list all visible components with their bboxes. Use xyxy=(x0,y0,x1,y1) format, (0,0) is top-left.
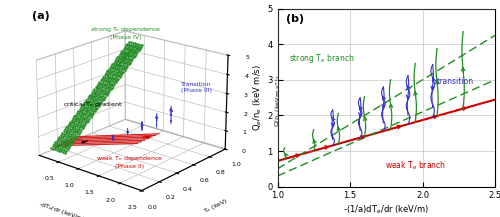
X-axis label: -dT$_e$/dr (keV/m): -dT$_e$/dr (keV/m) xyxy=(38,199,88,217)
Y-axis label: Q$_e$/n$_e$ (keV m/s): Q$_e$/n$_e$ (keV m/s) xyxy=(252,64,264,131)
X-axis label: -(1/a)dT$_e$/dr (keV/m): -(1/a)dT$_e$/dr (keV/m) xyxy=(344,203,429,216)
Text: (a): (a) xyxy=(32,11,50,21)
Text: weak T$_e$ dependence
(Phase II): weak T$_e$ dependence (Phase II) xyxy=(96,154,164,169)
Text: critical T$_e$ gradient: critical T$_e$ gradient xyxy=(64,100,123,109)
Text: weak T$_e$ branch: weak T$_e$ branch xyxy=(384,160,446,172)
Text: transition: transition xyxy=(437,77,474,86)
Y-axis label: T$_e$ (keV): T$_e$ (keV) xyxy=(202,196,230,216)
Text: strong T$_e$ dependence
(Phase IV): strong T$_e$ dependence (Phase IV) xyxy=(90,25,162,40)
Text: Transition
(Phase III): Transition (Phase III) xyxy=(181,82,212,93)
Text: strong T$_e$ branch: strong T$_e$ branch xyxy=(289,52,354,65)
Text: (b): (b) xyxy=(286,14,304,24)
